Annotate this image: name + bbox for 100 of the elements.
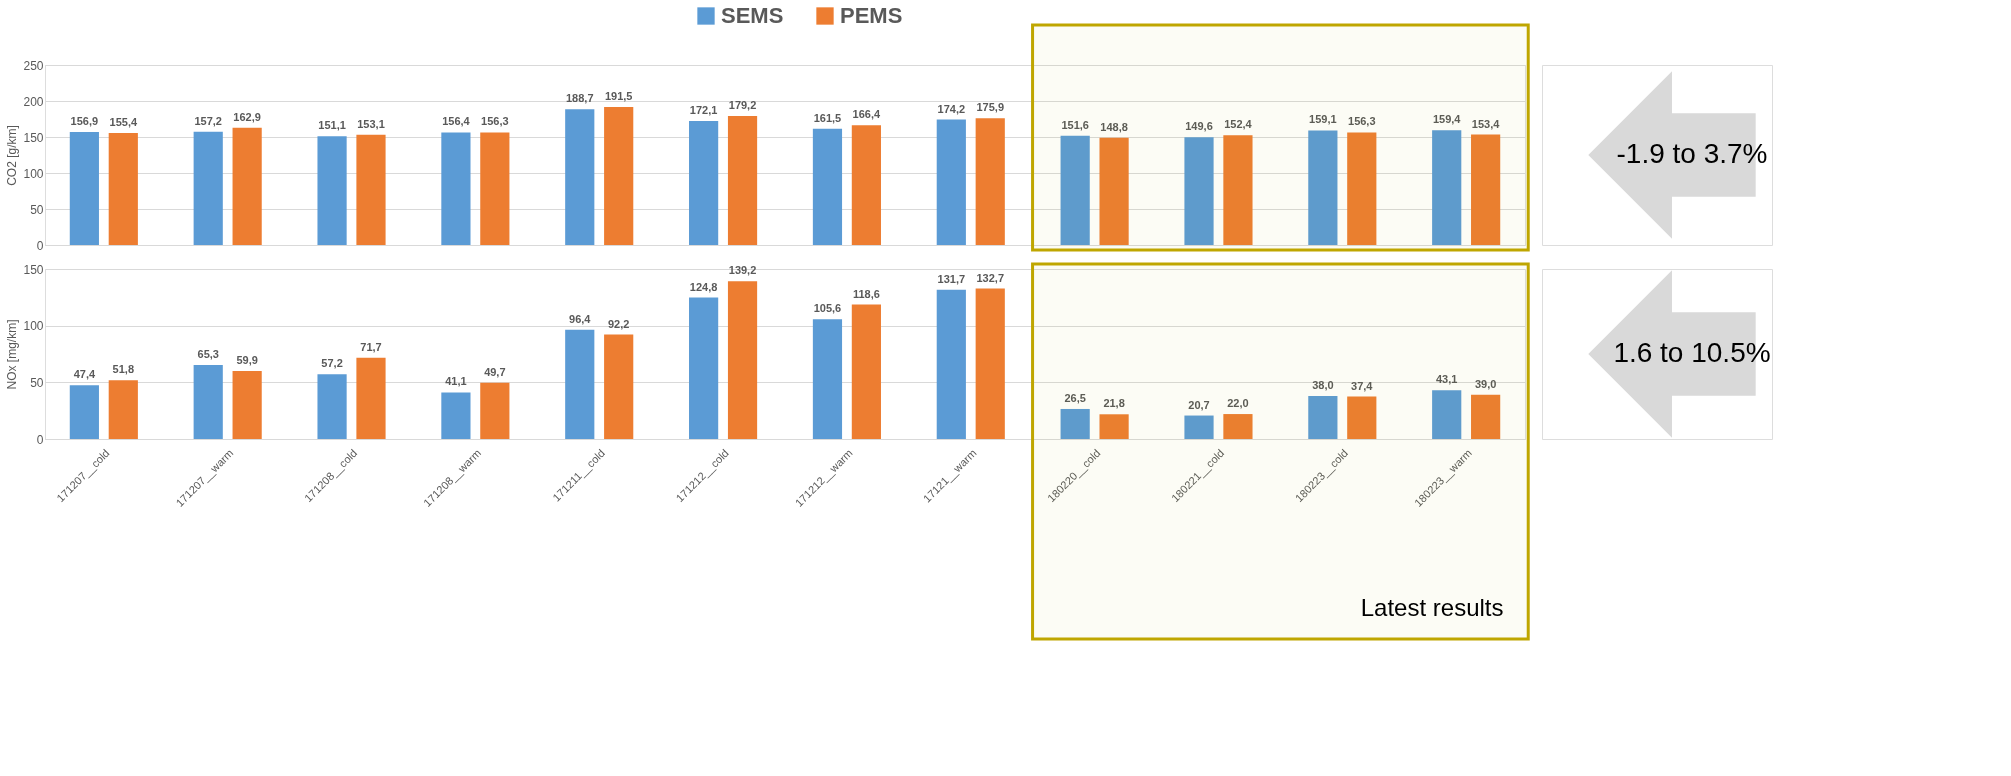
bar: [1099, 137, 1129, 245]
bar: [193, 131, 223, 245]
bar: [1308, 395, 1338, 439]
text: 1.6 to 10.5%: [1613, 337, 1771, 368]
data-label: 149,6: [1185, 120, 1213, 133]
data-label: 159,4: [1432, 113, 1462, 126]
bar: [232, 127, 262, 245]
data-label: 188,7: [566, 92, 594, 105]
data-label: 153,1: [357, 117, 385, 130]
bar: [565, 329, 595, 439]
data-label: 105,6: [813, 302, 842, 315]
data-label: 59,9: [236, 354, 258, 367]
bar: [604, 334, 634, 439]
band-label: Latest results: [1360, 594, 1504, 621]
y-tick-label: 0: [36, 238, 44, 253]
bar: [851, 125, 881, 245]
data-label: 49,7: [484, 365, 506, 378]
data-label: 156,9: [70, 115, 99, 128]
bar: [1060, 135, 1090, 245]
y-axis-title: NOx [mg/km]: [5, 319, 20, 390]
y-tick-label: 0: [36, 432, 44, 447]
legend-label: SEMS: [721, 3, 784, 28]
bar: [480, 132, 510, 245]
y-tick-label: 250: [23, 58, 44, 73]
bar: [1223, 135, 1253, 245]
legend-label: PEMS: [840, 3, 903, 28]
y-tick-label: 50: [30, 202, 44, 217]
y-tick-label: 100: [23, 166, 44, 181]
data-label: 156,4: [442, 115, 471, 128]
bar: [108, 133, 138, 245]
bar: [936, 119, 966, 245]
data-label: 139,2: [728, 264, 757, 277]
data-label: 159,1: [1309, 113, 1337, 126]
bar: [317, 136, 347, 245]
data-label: 71,7: [360, 340, 382, 353]
bar: [1099, 414, 1129, 439]
data-label: 156,3: [1348, 115, 1376, 128]
data-label: 191,5: [604, 90, 633, 103]
data-label: 151,6: [1061, 118, 1089, 131]
bar: [356, 357, 386, 439]
data-label: 161,5: [813, 111, 842, 124]
data-label: 166,4: [852, 108, 882, 121]
data-label: 22,0: [1227, 397, 1249, 410]
bar: [108, 380, 138, 439]
bar: [1308, 130, 1338, 245]
data-label: 131,7: [937, 272, 966, 285]
bar: [1347, 396, 1377, 439]
data-label: 156,3: [481, 115, 509, 128]
bar: [936, 289, 966, 439]
bar: [1060, 408, 1090, 439]
bar: [812, 319, 843, 439]
bar: [69, 132, 99, 245]
data-label: 179,2: [728, 98, 757, 111]
data-label: 39,0: [1474, 377, 1497, 390]
data-label: 92,2: [607, 317, 630, 330]
bar: [480, 382, 510, 439]
data-label: 41,1: [445, 375, 467, 388]
y-axis-title: CO2 [g/km]: [5, 125, 20, 186]
y-tick-label: 100: [23, 319, 44, 334]
data-label: 155,4: [109, 116, 138, 129]
data-label: 174,2: [937, 102, 966, 115]
bar: [812, 128, 843, 245]
data-label: 47,4: [73, 368, 96, 381]
y-tick-label: 200: [23, 94, 44, 109]
bar: [689, 121, 719, 245]
data-label: 21,8: [1103, 397, 1125, 410]
y-tick-label: 150: [23, 262, 44, 277]
bar: [727, 115, 758, 245]
bar: [1347, 132, 1377, 245]
bar: [975, 118, 1005, 245]
text: -1.9 to 3.7%: [1616, 138, 1768, 169]
data-label: 152,4: [1224, 118, 1253, 131]
bar: [1471, 134, 1501, 245]
bar: [689, 297, 719, 439]
data-label: 132,7: [976, 271, 1004, 284]
data-label: 51,8: [112, 363, 134, 376]
data-label: 57,2: [321, 357, 343, 370]
data-label: 175,9: [976, 101, 1004, 114]
bar: [604, 107, 634, 245]
data-label: 148,8: [1100, 120, 1128, 133]
bar: [441, 132, 471, 245]
bar: [1184, 137, 1214, 245]
data-label: 43,1: [1436, 373, 1458, 386]
data-label: 20,7: [1188, 398, 1210, 411]
bar: [1471, 394, 1501, 439]
data-label: 26,5: [1064, 391, 1086, 404]
y-tick-label: 50: [30, 375, 44, 390]
bar: [1223, 414, 1253, 439]
data-label: 157,2: [194, 114, 222, 127]
bar: [317, 374, 347, 439]
bar: [1432, 390, 1462, 439]
data-label: 96,4: [569, 312, 592, 325]
bar: [565, 109, 595, 245]
y-tick-label: 150: [23, 130, 44, 145]
bar: [193, 364, 223, 439]
data-label: 172,1: [689, 104, 718, 117]
data-label: 37,4: [1351, 379, 1374, 392]
bar: [69, 385, 99, 439]
bar: [356, 134, 386, 245]
bar: [727, 281, 758, 439]
